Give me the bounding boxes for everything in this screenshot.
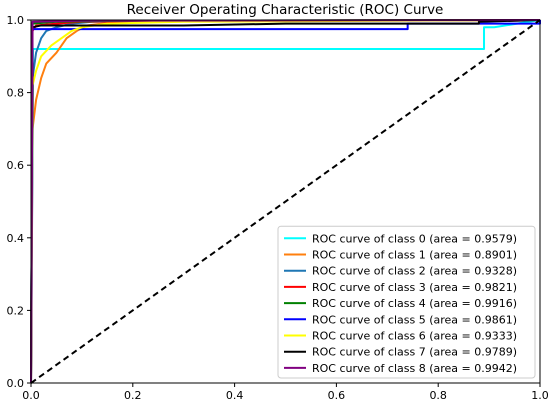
legend-label-class-8: ROC curve of class 8 (area = 0.9942) [312, 362, 517, 375]
legend-label-class-0: ROC curve of class 0 (area = 0.9579) [312, 232, 517, 245]
axes-frame [30, 19, 541, 384]
y-tick-label: 1.0 [7, 14, 25, 27]
x-tick-label: 0.4 [226, 389, 244, 402]
legend-label-class-1: ROC curve of class 1 (area = 0.8901) [312, 249, 517, 262]
y-tick-label: 0.0 [7, 377, 25, 390]
y-tick-label: 0.2 [7, 304, 25, 317]
legend-label-class-4: ROC curve of class 4 (area = 0.9916) [312, 297, 517, 310]
chart-title: Receiver Operating Characteristic (ROC) … [127, 2, 444, 18]
x-tick-label: 0.6 [328, 389, 346, 402]
legend-label-class-7: ROC curve of class 7 (area = 0.9789) [312, 346, 517, 359]
x-tick-label: 0.2 [124, 389, 142, 402]
y-tick-label: 0.6 [7, 159, 25, 172]
legend-label-class-5: ROC curve of class 5 (area = 0.9861) [312, 313, 517, 326]
legend-box [277, 225, 536, 379]
legend-label-class-2: ROC curve of class 2 (area = 0.9328) [312, 265, 517, 278]
x-tick-label: 0.8 [429, 389, 447, 402]
roc-line-class-7 [30, 19, 541, 384]
legend: ROC curve of class 0 (area = 0.9579) ROC … [277, 225, 536, 379]
y-tick-label: 0.8 [7, 87, 25, 100]
x-tick-label: 0.0 [22, 389, 40, 402]
y-tick-label: 0.4 [7, 232, 25, 245]
x-tick-label: 1.0 [531, 389, 549, 402]
legend-label-class-3: ROC curve of class 3 (area = 0.9821) [312, 281, 517, 294]
chance-diagonal-line [30, 19, 541, 384]
roc-line-class-6 [30, 19, 541, 384]
legend-label-class-6: ROC curve of class 6 (area = 0.9333) [312, 330, 517, 343]
plot-area: 0.0 0.2 0.4 0.6 0.8 1.0 0.0 0.2 0.4 0.6 0.8 1.0 [7, 14, 549, 402]
